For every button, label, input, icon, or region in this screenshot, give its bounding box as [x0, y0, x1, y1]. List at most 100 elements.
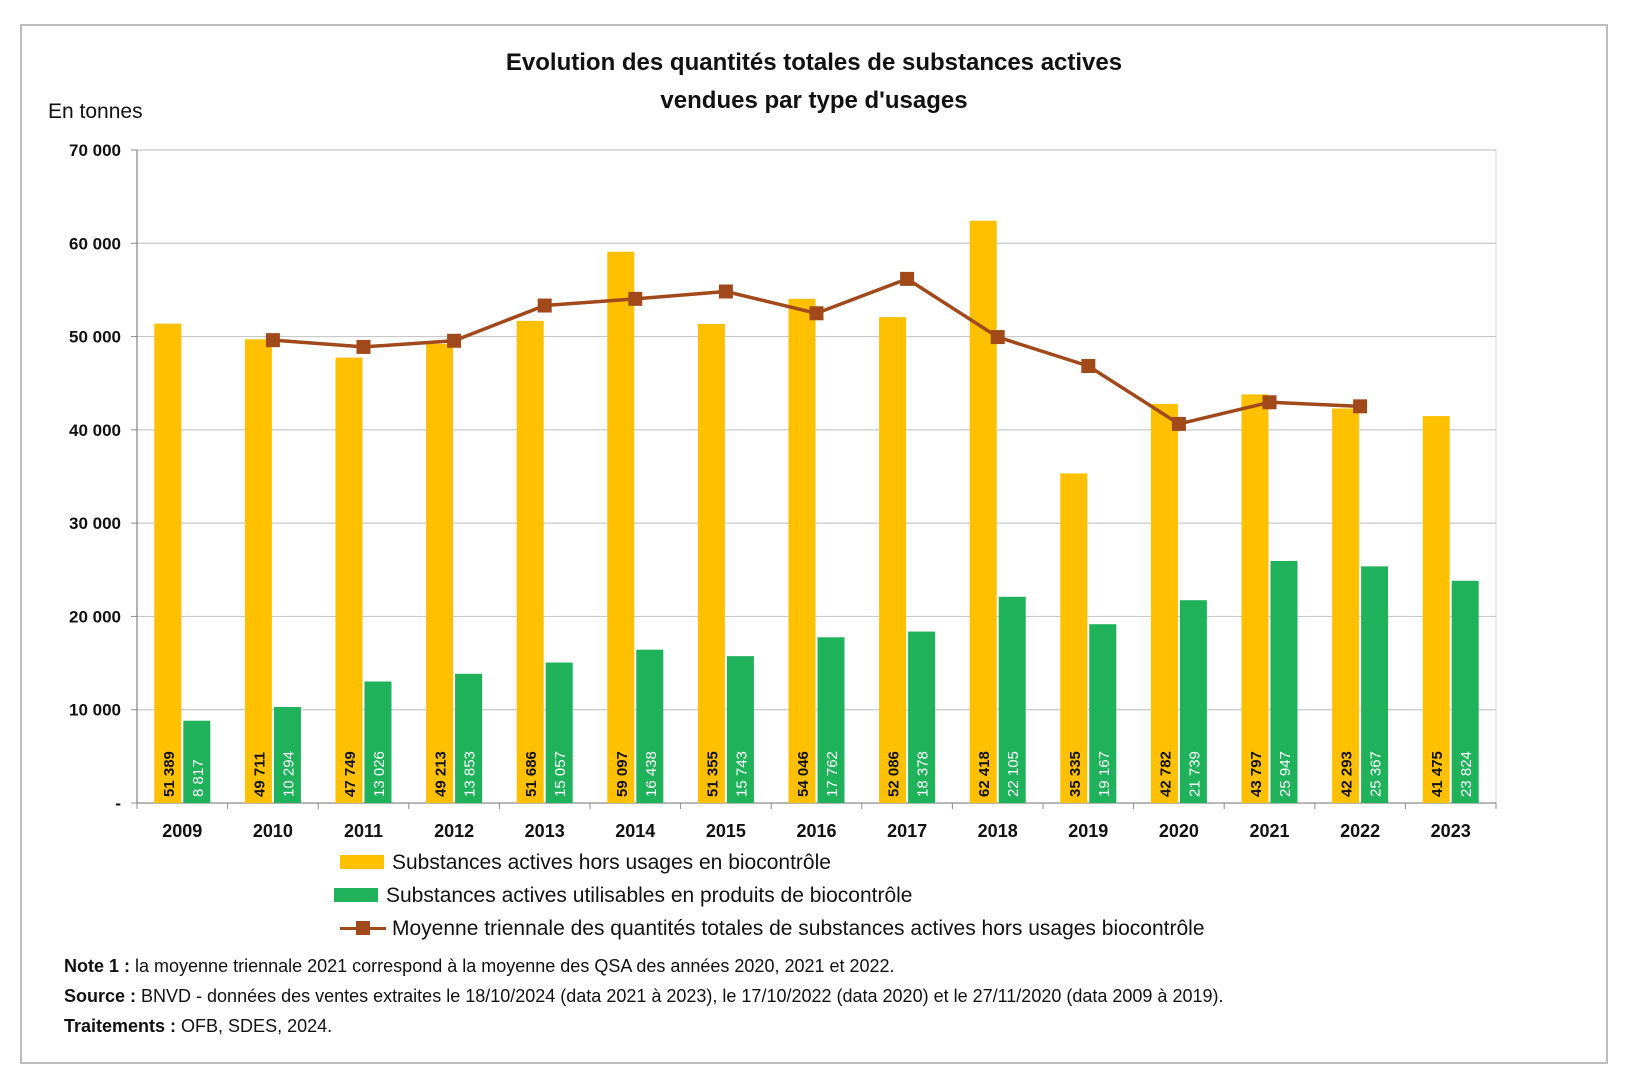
line-marker-moyenne-triennale — [1171, 416, 1186, 431]
bar-biocontrole — [273, 706, 301, 803]
data-label-hors-biocontrole: 35 335 — [1067, 751, 1084, 797]
bar-hors-biocontrole — [788, 298, 816, 803]
bar-biocontrole — [998, 596, 1026, 803]
note-1-text: la moyenne triennale 2021 correspond à l… — [130, 956, 895, 976]
data-label-biocontrole: 13 026 — [371, 751, 388, 797]
x-tick-label: 2017 — [887, 821, 927, 840]
bar-hors-biocontrole — [335, 357, 363, 803]
x-tick-label: 2021 — [1249, 821, 1289, 840]
data-label-hors-biocontrole: 43 797 — [1248, 751, 1265, 797]
bar-biocontrole — [455, 673, 483, 803]
x-tick-label: 2014 — [615, 821, 655, 840]
note-source-label: Source : — [64, 986, 137, 1006]
y-tick-label: 30 000 — [69, 514, 121, 533]
line-marker-moyenne-triennale — [537, 298, 552, 313]
x-tick-label: 2011 — [344, 821, 383, 840]
data-label-biocontrole: 25 367 — [1368, 751, 1385, 797]
bar-hors-biocontrole — [1241, 394, 1269, 803]
note-treatment: Traitements : OFB, SDES, 2024. — [64, 1011, 1223, 1041]
bar-biocontrole — [545, 662, 573, 803]
data-label-hors-biocontrole: 42 782 — [1157, 751, 1174, 797]
data-label-biocontrole: 18 378 — [915, 751, 932, 797]
y-tick-label: 20 000 — [69, 607, 121, 626]
y-tick-label: 70 000 — [69, 141, 121, 160]
line-marker-moyenne-triennale — [628, 291, 643, 306]
x-tick-label: 2012 — [434, 821, 474, 840]
note-1-label: Note 1 : — [64, 956, 131, 976]
note-source-text: BNVD - données des ventes extraites le 1… — [136, 986, 1224, 1006]
note-treatment-label: Traitements : — [64, 1016, 177, 1036]
x-tick-label: 2013 — [525, 821, 565, 840]
bar-biocontrole — [1089, 624, 1117, 803]
y-tick-label: 10 000 — [69, 701, 121, 720]
y-tick-label: 40 000 — [69, 421, 121, 440]
x-tick-label: 2020 — [1159, 821, 1199, 840]
data-label-biocontrole: 23 824 — [1458, 751, 1475, 797]
data-label-biocontrole: 8 817 — [190, 759, 207, 797]
chart-notes: Note 1 : la moyenne triennale 2021 corre… — [64, 951, 1223, 1041]
data-label-hors-biocontrole: 51 686 — [523, 751, 540, 797]
legend-label: Moyenne triennale des quantités totales … — [392, 917, 1205, 940]
bar-hors-biocontrole — [516, 320, 544, 803]
line-marker-moyenne-triennale — [1081, 359, 1096, 374]
bar-biocontrole — [1270, 560, 1298, 803]
data-label-hors-biocontrole: 49 711 — [251, 752, 268, 797]
line-marker-moyenne-triennale — [1262, 395, 1277, 410]
data-label-biocontrole: 13 853 — [462, 751, 479, 797]
legend-swatch-marker — [356, 921, 370, 935]
x-tick-label: 2022 — [1340, 821, 1380, 840]
x-tick-label: 2016 — [796, 821, 836, 840]
data-label-hors-biocontrole: 41 475 — [1429, 751, 1446, 797]
y-axis-unit-label: En tonnes — [48, 100, 143, 123]
bar-biocontrole — [1361, 566, 1389, 803]
line-marker-moyenne-triennale — [718, 284, 733, 299]
bar-biocontrole — [183, 720, 211, 803]
data-label-hors-biocontrole: 54 046 — [795, 751, 812, 797]
bar-hors-biocontrole — [879, 317, 907, 803]
x-tick-label: 2015 — [706, 821, 746, 840]
data-label-biocontrole: 25 947 — [1277, 751, 1294, 797]
data-label-biocontrole: 21 739 — [1186, 751, 1203, 797]
note-treatment-text: OFB, SDES, 2024. — [176, 1016, 333, 1036]
chart-title: Evolution des quantités totales de subst… — [0, 44, 1628, 120]
line-marker-moyenne-triennale — [356, 339, 371, 354]
bar-hors-biocontrole — [607, 251, 635, 803]
line-marker-moyenne-triennale — [447, 333, 462, 348]
x-tick-label: 2019 — [1068, 821, 1108, 840]
data-label-biocontrole: 22 105 — [1005, 751, 1022, 797]
bar-hors-biocontrole — [1332, 408, 1360, 803]
line-marker-moyenne-triennale — [900, 271, 915, 286]
legend-label: Substances actives utilisables en produi… — [386, 884, 913, 907]
bar-hors-biocontrole — [154, 323, 182, 803]
x-tick-label: 2018 — [978, 821, 1018, 840]
y-tick-label: 60 000 — [69, 234, 121, 253]
x-tick-label: 2009 — [162, 821, 202, 840]
data-label-hors-biocontrole: 49 213 — [433, 751, 450, 797]
data-label-biocontrole: 16 438 — [643, 751, 660, 797]
data-label-biocontrole: 10 294 — [280, 751, 297, 797]
x-tick-label: 2010 — [253, 821, 293, 840]
data-label-hors-biocontrole: 42 293 — [1339, 751, 1356, 797]
data-label-biocontrole: 15 057 — [552, 751, 569, 797]
bar-hors-biocontrole — [244, 339, 272, 803]
data-label-hors-biocontrole: 59 097 — [614, 751, 631, 797]
chart-title-line-2: vendues par type d'usages — [660, 87, 968, 114]
bar-biocontrole — [726, 656, 754, 803]
data-label-hors-biocontrole: 62 418 — [976, 751, 993, 797]
bar-biocontrole — [817, 637, 845, 803]
bar-biocontrole — [1451, 580, 1479, 803]
y-tick-label: - — [115, 794, 121, 813]
line-marker-moyenne-triennale — [990, 330, 1005, 345]
note-source: Source : BNVD - données des ventes extra… — [64, 981, 1223, 1011]
bar-hors-biocontrole — [1150, 403, 1178, 803]
data-label-hors-biocontrole: 51 355 — [704, 751, 721, 797]
data-label-hors-biocontrole: 51 389 — [161, 751, 178, 797]
bar-hors-biocontrole — [1060, 473, 1088, 803]
line-marker-moyenne-triennale — [1353, 399, 1368, 414]
bar-biocontrole — [1179, 600, 1207, 803]
data-label-biocontrole: 17 762 — [824, 751, 841, 797]
data-label-biocontrole: 19 167 — [1096, 751, 1113, 797]
bar-biocontrole — [908, 631, 936, 803]
bar-hors-biocontrole — [697, 323, 725, 803]
line-marker-moyenne-triennale — [265, 333, 280, 348]
